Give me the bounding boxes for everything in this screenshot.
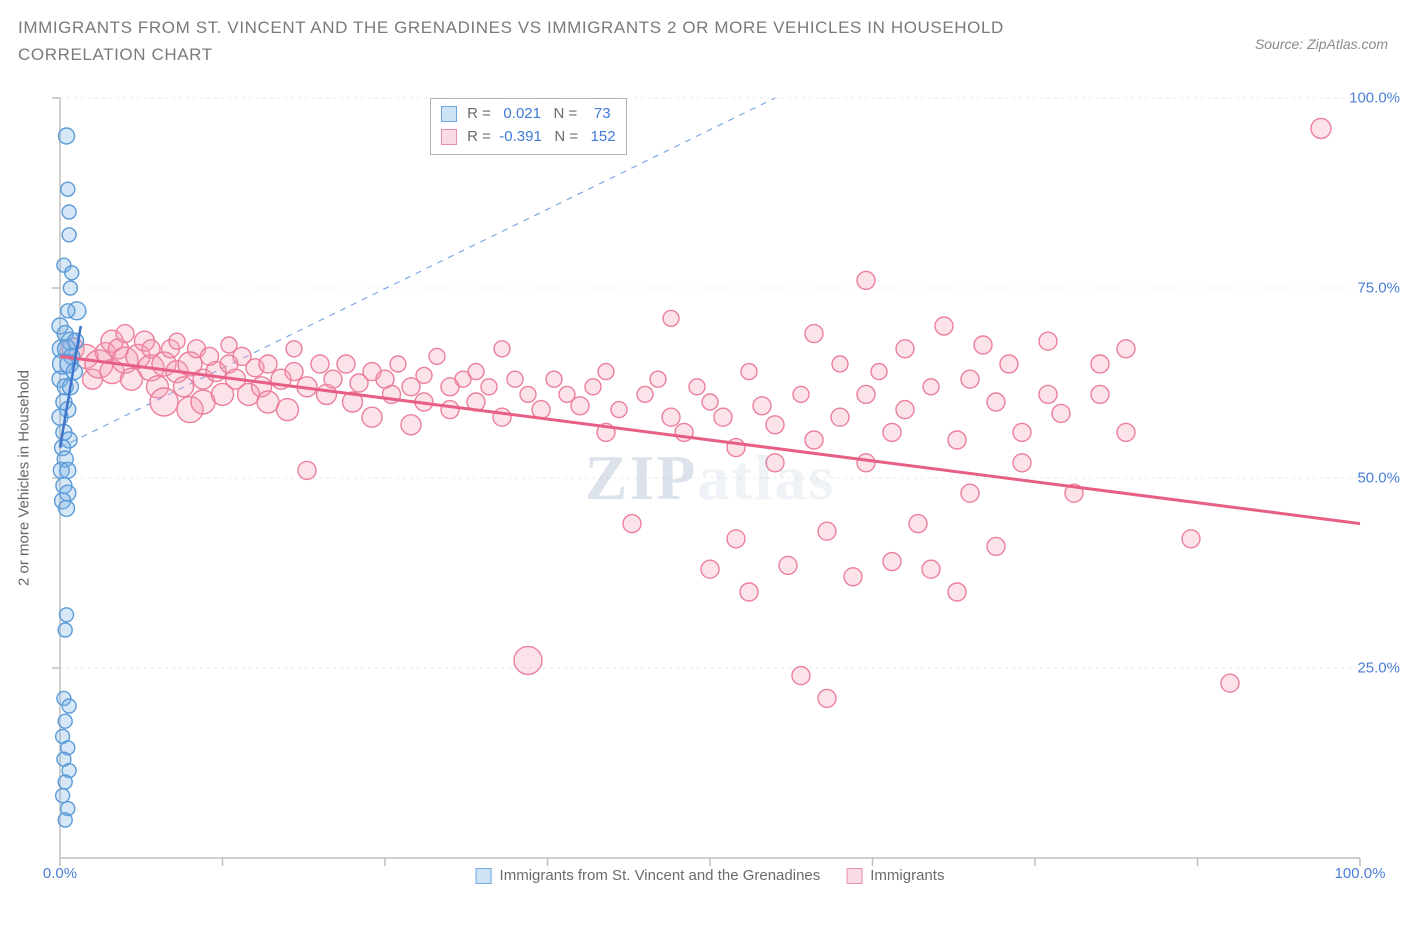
legend-item: Immigrants from St. Vincent and the Gren… bbox=[476, 867, 821, 884]
legend: Immigrants from St. Vincent and the Gren… bbox=[476, 867, 945, 884]
x-max-label: 100.0% bbox=[1335, 865, 1386, 882]
stats-row: R = 0.021 N = 73 bbox=[441, 103, 616, 126]
y-axis-label: 2 or more Vehicles in Household bbox=[16, 370, 33, 586]
y-tick-label: 25.0% bbox=[1357, 660, 1400, 677]
chart-title: IMMIGRANTS FROM ST. VINCENT AND THE GREN… bbox=[18, 14, 1118, 68]
series-swatch bbox=[441, 129, 457, 145]
scatter-chart-svg bbox=[60, 98, 1360, 858]
stats-row: R = -0.391 N = 152 bbox=[441, 126, 616, 149]
legend-label: Immigrants bbox=[870, 867, 944, 884]
plot-area: 2 or more Vehicles in Household ZIPatlas… bbox=[60, 98, 1360, 858]
chart-container: IMMIGRANTS FROM ST. VINCENT AND THE GREN… bbox=[0, 0, 1406, 930]
legend-label: Immigrants from St. Vincent and the Gren… bbox=[500, 867, 821, 884]
y-tick-label: 75.0% bbox=[1357, 280, 1400, 297]
y-tick-label: 50.0% bbox=[1357, 470, 1400, 487]
series-swatch bbox=[846, 868, 862, 884]
x-min-label: 0.0% bbox=[43, 865, 77, 882]
source-attribution: Source: ZipAtlas.com bbox=[1255, 36, 1388, 52]
header-row: IMMIGRANTS FROM ST. VINCENT AND THE GREN… bbox=[18, 14, 1388, 68]
series-swatch bbox=[476, 868, 492, 884]
series-swatch bbox=[441, 106, 457, 122]
legend-item: Immigrants bbox=[846, 867, 944, 884]
y-tick-label: 100.0% bbox=[1349, 90, 1400, 107]
correlation-stats-box: R = 0.021 N = 73 R = -0.391 N = 152 bbox=[430, 98, 627, 155]
